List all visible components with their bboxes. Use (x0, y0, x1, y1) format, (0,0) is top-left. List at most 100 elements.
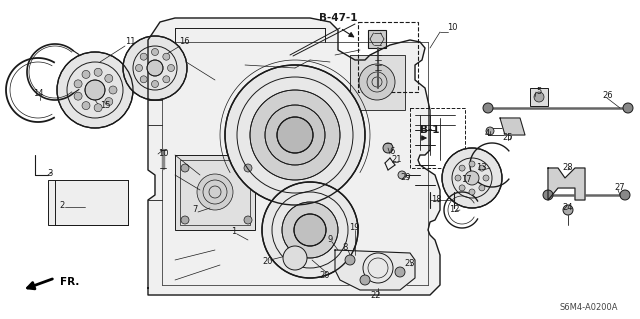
Circle shape (168, 64, 175, 71)
Circle shape (483, 103, 493, 113)
Text: 27: 27 (614, 183, 625, 192)
Text: B-47-1: B-47-1 (319, 13, 357, 23)
Circle shape (181, 164, 189, 172)
Circle shape (395, 267, 405, 277)
Text: 9: 9 (328, 235, 333, 244)
Circle shape (483, 175, 489, 181)
Circle shape (282, 202, 338, 258)
Text: 19: 19 (349, 224, 359, 233)
Circle shape (479, 165, 485, 171)
Circle shape (442, 148, 502, 208)
Circle shape (82, 70, 90, 78)
Text: 13: 13 (476, 164, 486, 173)
Circle shape (105, 74, 113, 82)
Circle shape (543, 190, 553, 200)
Text: 28: 28 (563, 164, 573, 173)
Circle shape (105, 98, 113, 106)
Text: 8: 8 (342, 243, 348, 253)
Circle shape (85, 80, 105, 100)
Circle shape (360, 275, 370, 285)
Circle shape (620, 190, 630, 200)
Text: 10: 10 (157, 150, 168, 159)
Circle shape (623, 103, 633, 113)
Circle shape (277, 117, 313, 153)
Circle shape (469, 161, 475, 167)
Circle shape (244, 216, 252, 224)
Circle shape (74, 80, 82, 88)
Circle shape (486, 127, 494, 135)
Text: 7: 7 (192, 205, 198, 214)
Circle shape (82, 101, 90, 110)
Circle shape (181, 216, 189, 224)
Text: 6: 6 (389, 147, 395, 157)
Circle shape (74, 92, 82, 100)
Text: 16: 16 (179, 38, 189, 47)
Circle shape (283, 246, 307, 270)
Bar (368, 30, 386, 48)
Polygon shape (335, 250, 415, 290)
Text: 23: 23 (404, 259, 415, 269)
Text: 21: 21 (392, 155, 403, 165)
Text: 1: 1 (232, 227, 237, 236)
Text: 11: 11 (125, 38, 135, 47)
Text: 4: 4 (484, 129, 490, 137)
Circle shape (147, 60, 163, 76)
Circle shape (359, 64, 395, 100)
Circle shape (383, 143, 393, 153)
Circle shape (244, 164, 252, 172)
Bar (530, 88, 548, 106)
Circle shape (534, 92, 544, 102)
Text: 15: 15 (100, 100, 110, 109)
Text: 20: 20 (263, 257, 273, 266)
Circle shape (469, 189, 475, 195)
Circle shape (398, 171, 406, 179)
Circle shape (455, 175, 461, 181)
Circle shape (197, 174, 233, 210)
Circle shape (152, 80, 159, 87)
Text: 3: 3 (47, 169, 52, 179)
Circle shape (94, 68, 102, 76)
Text: 20: 20 (320, 271, 330, 279)
Text: S6M4-A0200A: S6M4-A0200A (559, 303, 618, 313)
Text: 2: 2 (60, 201, 65, 210)
Circle shape (136, 64, 143, 71)
Text: FR.: FR. (60, 277, 79, 287)
Circle shape (459, 185, 465, 191)
Circle shape (94, 104, 102, 112)
Text: B-1: B-1 (420, 125, 440, 135)
Text: 24: 24 (563, 204, 573, 212)
Polygon shape (148, 18, 440, 295)
Circle shape (563, 205, 573, 215)
Circle shape (459, 165, 465, 171)
Circle shape (57, 52, 133, 128)
Text: 22: 22 (371, 292, 381, 300)
Circle shape (123, 36, 187, 100)
Circle shape (140, 76, 147, 83)
Bar (180, 160, 250, 225)
Circle shape (152, 48, 159, 56)
Circle shape (262, 182, 358, 278)
Circle shape (225, 65, 365, 205)
Bar (175, 155, 255, 230)
Circle shape (294, 214, 326, 246)
Text: 5: 5 (536, 87, 541, 97)
Circle shape (345, 255, 355, 265)
Text: 25: 25 (503, 133, 513, 143)
Bar (410, 108, 465, 168)
Bar (350, 55, 405, 110)
Circle shape (479, 185, 485, 191)
Text: 26: 26 (603, 91, 613, 100)
Circle shape (163, 76, 170, 83)
Circle shape (109, 86, 117, 94)
Circle shape (250, 90, 340, 180)
Text: 12: 12 (449, 204, 460, 213)
Polygon shape (500, 118, 525, 135)
Text: 17: 17 (461, 175, 471, 184)
Text: 18: 18 (431, 196, 442, 204)
Bar (358, 22, 418, 92)
Text: 29: 29 (401, 174, 412, 182)
Circle shape (465, 171, 479, 185)
Text: 10: 10 (447, 24, 457, 33)
Polygon shape (548, 168, 585, 200)
Bar (48, 180, 128, 225)
